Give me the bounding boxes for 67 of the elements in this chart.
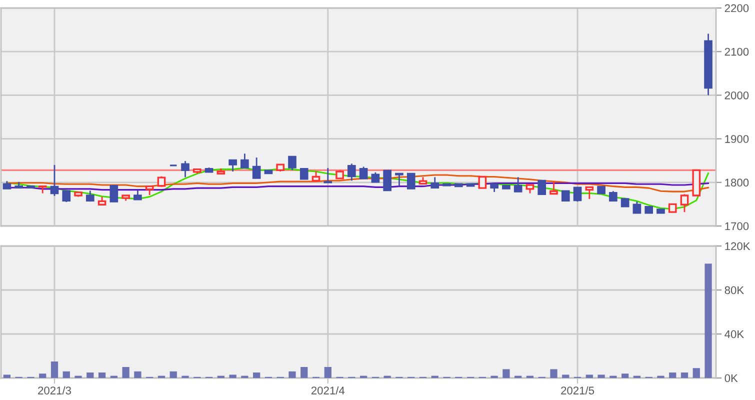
candlestick [609, 190, 618, 202]
bar [122, 367, 130, 378]
bar [692, 368, 700, 378]
candlestick [632, 200, 642, 214]
x-tick-label: 2021/5 [561, 386, 594, 394]
y-tick-label: 80K [724, 286, 744, 294]
bar [170, 371, 177, 378]
bar [704, 264, 712, 378]
bar [502, 369, 510, 378]
candlestick [110, 185, 118, 202]
candlestick [300, 168, 308, 180]
y-tick-label: 40K [724, 330, 744, 338]
candlestick [324, 167, 332, 184]
candlestick [395, 172, 404, 187]
y-tick-label: 2200 [724, 4, 749, 12]
candlestick [134, 190, 142, 201]
bar [300, 367, 308, 378]
bar [39, 374, 46, 378]
y-tick-label: 120K [725, 242, 750, 250]
candlestick [478, 176, 487, 189]
y-tick-label: 1700 [725, 222, 749, 230]
bar [3, 374, 11, 378]
y-tick-label: 0K [724, 374, 738, 382]
candlestick [50, 164, 59, 197]
candlestick [538, 180, 546, 196]
candlestick [157, 176, 166, 188]
bar [324, 367, 332, 378]
candlestick [406, 172, 416, 190]
candlestick [288, 156, 296, 171]
bar [98, 372, 106, 378]
y-tick-label: 2100 [724, 48, 749, 56]
candlestick [359, 166, 368, 180]
candlestick [561, 190, 570, 202]
x-tick-label: 2021/4 [311, 386, 345, 394]
bar [622, 374, 629, 378]
candlestick [181, 160, 190, 178]
y-tick-label: 1800 [725, 178, 749, 187]
bar [134, 371, 142, 378]
bar [253, 372, 260, 378]
candlestick [348, 162, 356, 182]
bar [562, 374, 570, 378]
candlestick [383, 170, 392, 192]
bar [586, 374, 593, 378]
candlestick [62, 190, 71, 203]
bar [288, 371, 296, 378]
bar [50, 362, 58, 378]
candlestick [680, 193, 689, 213]
y-tick-label: 2000 [724, 91, 749, 100]
bar [669, 372, 676, 378]
candlestick [252, 156, 261, 179]
candlestick [585, 186, 594, 200]
bar [550, 369, 558, 378]
bar [229, 374, 236, 378]
candlestick [573, 186, 582, 202]
x-tick-label: 2021/3 [38, 386, 71, 394]
candlestick [514, 176, 522, 193]
candlestick [312, 170, 320, 182]
bar [86, 372, 94, 378]
candlestick [371, 172, 380, 183]
bar [598, 374, 605, 378]
candlestick [550, 181, 558, 195]
candlestick [228, 159, 237, 172]
candlestick [430, 176, 440, 188]
bar [62, 371, 70, 378]
y-tick-label: 1900 [725, 135, 749, 143]
candlestick [240, 152, 249, 168]
bar [680, 372, 688, 378]
